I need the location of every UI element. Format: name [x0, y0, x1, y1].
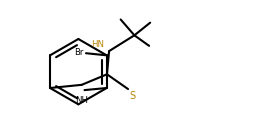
Text: HN: HN [91, 40, 104, 49]
Text: NH: NH [76, 96, 89, 105]
Text: S: S [130, 91, 136, 101]
Text: Br: Br [74, 48, 83, 57]
